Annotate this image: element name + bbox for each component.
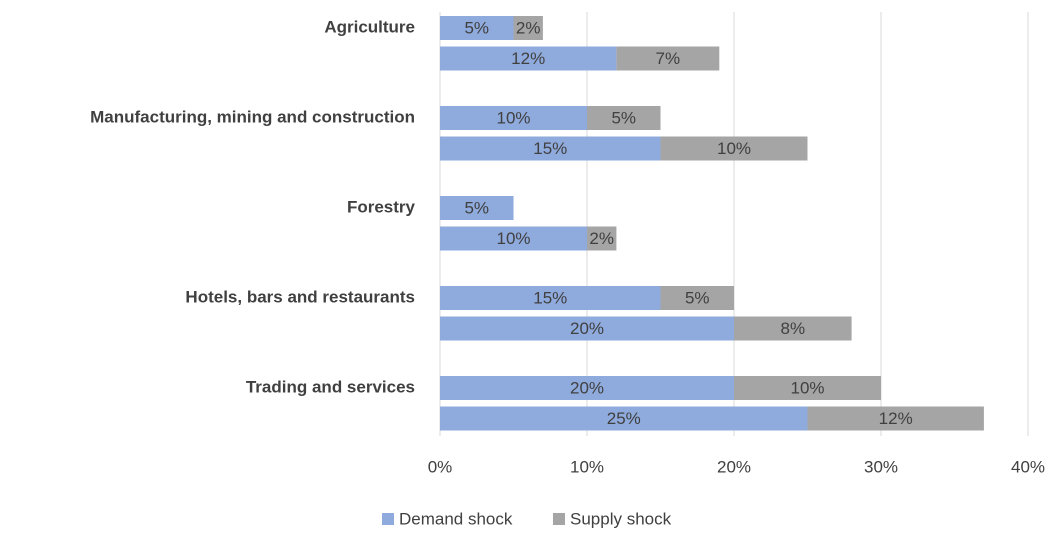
bar-segment (440, 16, 514, 40)
data-label: 15% (533, 288, 567, 307)
data-label: 5% (464, 18, 489, 37)
data-label: 10% (496, 229, 530, 248)
data-label: 25% (607, 409, 641, 428)
data-label: 2% (589, 229, 614, 248)
bar-segment (440, 136, 661, 161)
legend-swatch (382, 513, 394, 525)
category-label: Agriculture (324, 17, 415, 36)
data-label: 2% (516, 18, 541, 37)
data-label: 20% (570, 319, 604, 338)
bar-segment (440, 286, 661, 310)
data-label: 10% (790, 378, 824, 397)
legend-swatch (553, 513, 565, 525)
bar-segment (734, 316, 852, 341)
legend-label: Supply shock (570, 509, 672, 528)
bar-segment (734, 376, 881, 400)
data-label: 5% (685, 288, 710, 307)
x-tick-label: 30% (864, 457, 898, 476)
data-label: 7% (656, 49, 681, 68)
bar-segment (587, 106, 661, 130)
data-label: 12% (879, 409, 913, 428)
category-label: Hotels, bars and restaurants (185, 287, 415, 306)
x-tick-label: 10% (570, 457, 604, 476)
category-label: Manufacturing, mining and construction (90, 107, 415, 126)
data-label: 5% (464, 198, 489, 217)
bar-segment (440, 106, 587, 130)
bar-segment (660, 136, 808, 161)
bar-segment (616, 46, 720, 71)
x-tick-label: 0% (428, 457, 453, 476)
legend-label: Demand shock (399, 509, 513, 528)
data-label: 5% (611, 108, 636, 127)
x-tick-label: 20% (717, 457, 751, 476)
data-label: 10% (496, 108, 530, 127)
bar-segment (440, 316, 734, 341)
bar-segment (440, 406, 808, 431)
bar-segment (513, 16, 543, 40)
data-label: 15% (533, 139, 567, 158)
data-label: 8% (781, 319, 806, 338)
bar-segment (440, 376, 734, 400)
category-label: Forestry (347, 197, 416, 216)
data-label: 10% (717, 139, 751, 158)
data-label: 20% (570, 378, 604, 397)
data-label: 12% (511, 49, 545, 68)
bar-segment (660, 286, 734, 310)
bar-segment (587, 226, 617, 251)
bar-segment (440, 226, 587, 251)
bar-segment (807, 406, 984, 431)
bar-segment (440, 46, 617, 71)
category-label: Trading and services (246, 377, 415, 396)
bar-segment (440, 196, 514, 220)
x-tick-label: 40% (1011, 457, 1045, 476)
